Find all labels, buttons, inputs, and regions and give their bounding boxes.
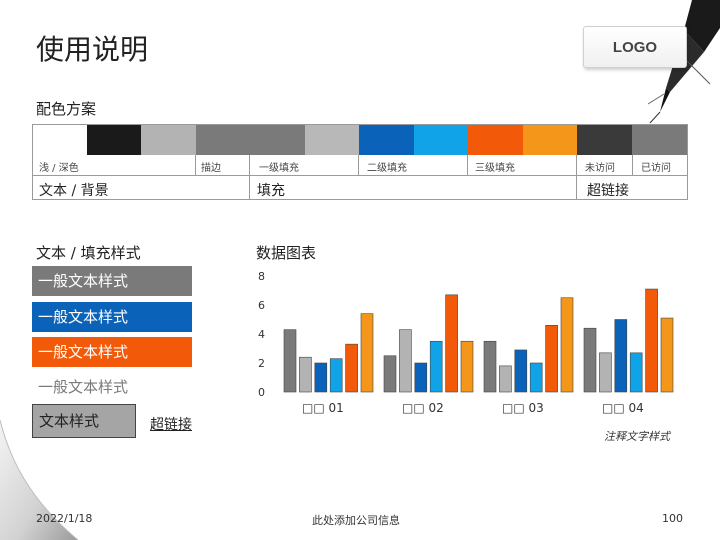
group-hyperlink: 超链接 [587,183,629,199]
page-curl-decoration [0,420,79,540]
bar [399,329,412,393]
divider [195,155,196,175]
bar [483,340,497,393]
y-tick-label: 2 [258,357,265,370]
bar [445,294,458,393]
bar [545,324,558,393]
swatch-orange [523,125,577,155]
group-fill: 填充 [257,183,285,199]
category-label: □□ 02 [402,401,444,415]
bar [429,340,443,393]
y-tick-label: 6 [258,299,265,312]
bar [660,317,674,393]
category-label: □□ 04 [602,401,644,415]
text-style-box-plain: 一般文本样式 [32,372,192,402]
bar [314,362,328,393]
bar [599,352,612,393]
swatch-silver [305,125,359,155]
label-visited: 已访问 [641,163,671,174]
divider [358,155,359,175]
page-title: 使用说明 [36,33,149,66]
bar [460,340,474,393]
divider [576,155,577,199]
text-style-box-gray: 一般文本样式 [32,266,192,296]
swatch-blue [359,125,414,155]
bar [383,355,397,393]
group-text-background: 文本 / 背景 [39,183,109,199]
divider [632,155,633,175]
text-fill-style-title: 文本 / 填充样式 [36,244,141,262]
text-style-box-orange: 一般文本样式 [32,337,192,367]
color-palette: 浅 / 深色 描边 一级填充 二级填充 三级填充 未访问 已访问 文本 / 背景… [32,124,688,200]
divider [249,155,250,199]
bar [329,358,343,393]
hyperlink-sample[interactable]: 超链接 [150,417,192,433]
label-fill-1: 一级填充 [259,163,299,174]
bar [499,365,512,393]
y-tick-label: 8 [258,270,265,283]
text-style-box-blue: 一般文本样式 [32,302,192,332]
label-fill-3: 三级填充 [475,163,515,174]
swatch-white [33,125,87,155]
bar [614,319,628,393]
swatch-label-row: 浅 / 深色 描边 一级填充 二级填充 三级填充 未访问 已访问 [33,155,687,176]
y-tick-label: 0 [258,386,265,399]
footer-date: 2022/1/18 [36,512,93,525]
label-stroke: 描边 [201,163,221,174]
swatch-orange-red [468,125,523,155]
divider [467,155,468,175]
swatch-mid-gray [632,125,687,155]
swatch-gray-2 [250,125,305,155]
logo: LOGO [583,26,687,68]
bar [560,297,574,393]
bar [583,327,597,393]
bar-chart: 0 2 4 6 8 □□ 01 □□ 02 □□ 03 □□ 04 [258,270,674,415]
category-label: □□ 03 [502,401,544,415]
y-tick-label: 4 [258,328,265,341]
color-scheme-title: 配色方案 [36,100,97,118]
swatch-black [87,125,141,155]
bar [629,352,643,393]
label-light-dark: 浅 / 深色 [39,163,79,174]
swatch-sky-blue [414,125,468,155]
footer-company: 此处添加公司信息 [312,514,400,527]
swatch-gray-1 [196,125,250,155]
swatch-row [33,125,687,155]
swatch-dark-gray [577,125,632,155]
bar [345,343,358,393]
page-number: 100 [662,512,683,525]
category-label: □□ 01 [302,401,344,415]
bar [360,313,374,393]
label-unvisited: 未访问 [585,163,615,174]
label-fill-2: 二级填充 [367,163,407,174]
chart-title: 数据图表 [256,244,317,262]
text-style-box-outlined: 文本样式 [32,404,136,438]
bar [299,356,312,393]
swatch-light-gray [141,125,196,155]
bar [283,329,297,393]
bar [414,362,428,393]
note-text: 注释文字样式 [604,430,670,443]
bar [645,288,658,393]
bar [529,362,543,393]
bar [514,349,528,393]
